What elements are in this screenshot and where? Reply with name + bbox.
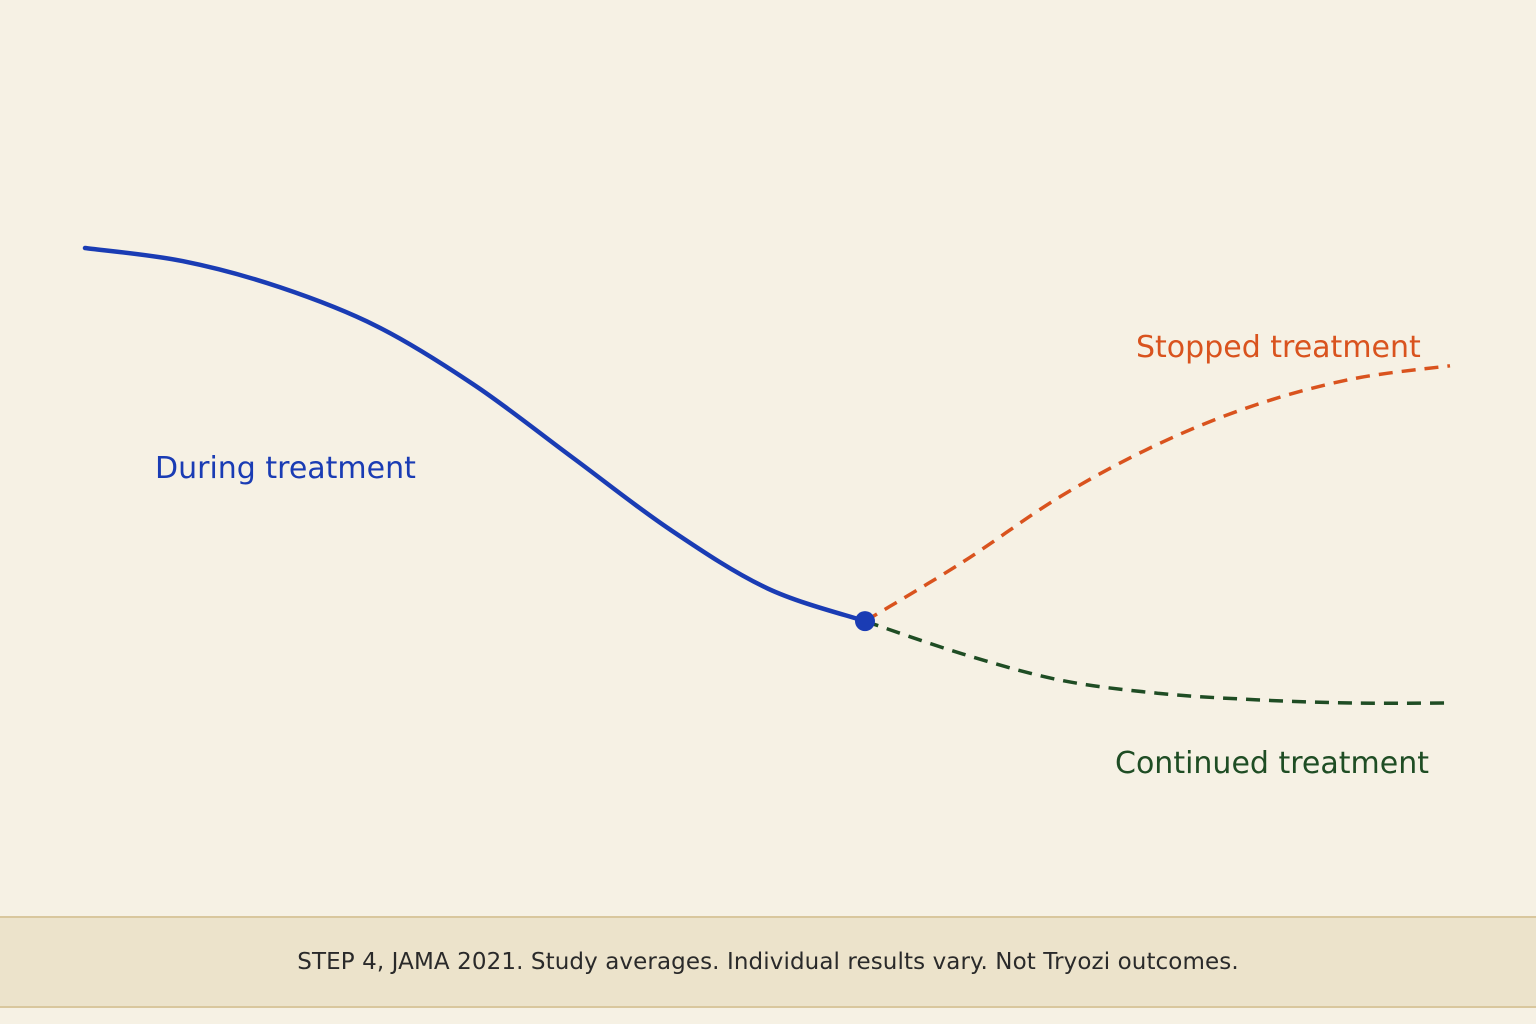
continued-treatment-label: Continued treatment	[1115, 746, 1429, 781]
source-note: STEP 4, JAMA 2021. Study averages. Indiv…	[297, 949, 1239, 975]
treatment-end-marker	[855, 611, 875, 632]
continued-treatment-line	[864, 619, 1451, 705]
chart-svg: During treatment Stopped treatment Conti…	[82, 245, 1451, 781]
source-footer: STEP 4, JAMA 2021. Study averages. Indiv…	[0, 916, 1536, 1008]
stopped-treatment-label: Stopped treatment	[1136, 330, 1421, 365]
during-treatment-label: During treatment	[155, 451, 416, 486]
during-treatment-line	[82, 245, 868, 624]
stopped-treatment-line	[864, 364, 1451, 623]
chart-area: During treatment Stopped treatment Conti…	[82, 245, 1451, 781]
bottom-margin	[0, 1008, 1536, 1024]
